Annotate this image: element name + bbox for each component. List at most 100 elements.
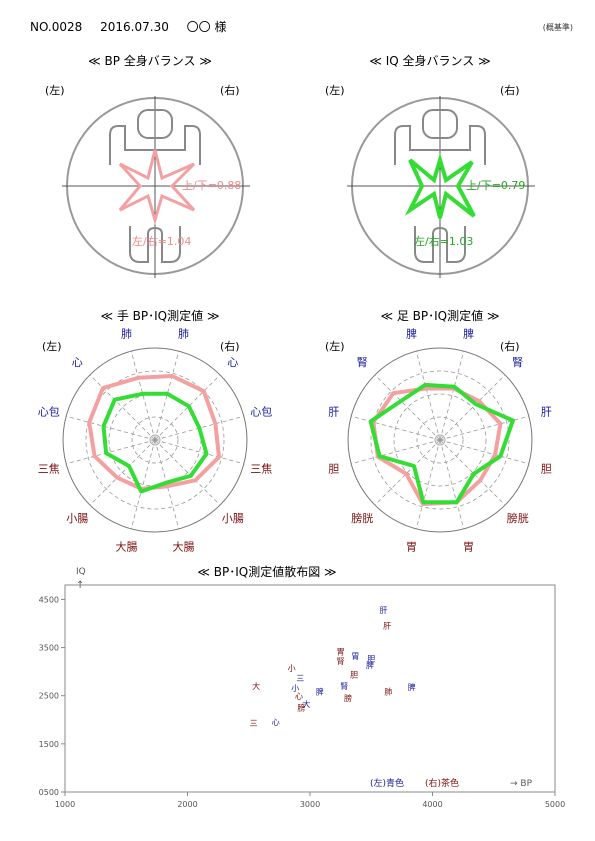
scatter-point: 肝 — [380, 606, 388, 615]
radar_hand-axis-label: 肺 — [121, 328, 132, 341]
bp-balance-star — [118, 149, 196, 226]
scatter-point: 大 — [252, 681, 260, 691]
scatter-point: 小 — [288, 664, 296, 673]
radar_hand-spoke — [154, 439, 244, 465]
scatter-title: ≪ BP･IQ測定値散布図 ≫ — [197, 564, 336, 579]
radar_foot-spoke — [415, 351, 441, 441]
y-tick-label: 1500 — [39, 740, 59, 749]
radar_hand-axis-label: 心包 — [250, 406, 272, 419]
radar_hand-outer-ring — [62, 347, 248, 533]
radar_foot-axis-label: 肝 — [541, 406, 552, 419]
scatter-point: 心 — [295, 692, 303, 701]
radar_hand-axis-label: 三焦 — [250, 462, 272, 475]
scatter-y-label: IQ — [76, 567, 86, 577]
foot-radar-left-label: (左) — [325, 340, 345, 353]
iq-balance-star — [404, 153, 476, 219]
radar_foot-ring-1 — [416, 416, 464, 464]
scatter-point: 大 — [302, 699, 310, 709]
radar_foot-axis-label: 腎 — [512, 356, 523, 369]
scatter-point: 脾 — [366, 660, 374, 670]
scatter-point: 脾 — [316, 686, 324, 696]
x-tick-label: 2000 — [177, 800, 197, 809]
iq-balance-left-label: (左) — [325, 84, 345, 97]
radar_hand-axis-label: 肺 — [178, 328, 189, 341]
radar_hand-spoke — [154, 439, 221, 506]
radar_hand-axis-label: 心包 — [38, 406, 60, 419]
iq-left-right-ratio: 左/右=1.03 — [414, 234, 473, 248]
scatter-point: 心 — [272, 718, 280, 727]
radar_hand-spoke — [130, 439, 156, 529]
hand-radar-left-label: (左) — [42, 340, 62, 353]
radar_foot-spoke — [439, 351, 465, 441]
scatter-point: 腎 — [340, 682, 348, 691]
radar_foot-spoke — [415, 439, 441, 529]
radar_hand-axis-label: 三焦 — [38, 462, 60, 475]
scatter-x-label: → BP — [510, 779, 533, 789]
radar_hand-spoke — [66, 439, 156, 465]
radar_hand-ring-1 — [131, 416, 179, 464]
radar_foot-axis-label: 胃 — [463, 540, 474, 553]
iq-balance-title: ≪ IQ 全身バランス ≫ — [369, 53, 490, 68]
x-tick-label: 5000 — [545, 800, 565, 809]
scatter-point: 腎 — [337, 657, 345, 666]
radar_foot-axis-label: 膀胱 — [351, 511, 373, 525]
radar_hand-iq-series — [101, 391, 209, 494]
iq-body-figure-icon — [394, 109, 486, 263]
radar_foot-axis-label: 胆 — [328, 462, 339, 475]
x-tick-label: 4000 — [422, 800, 442, 809]
y-tick-label: 2500 — [39, 692, 59, 701]
patient-name: 〇〇 様 — [186, 20, 227, 34]
scatter-point: 胆 — [350, 671, 358, 680]
scatter-point: 胃 — [337, 647, 345, 656]
radar_foot-ring-3 — [370, 370, 510, 510]
radar_foot-outer-ring — [347, 347, 533, 533]
radar_hand-axis-label: 大腸 — [172, 539, 194, 553]
radar_foot-ring-2 — [393, 393, 487, 487]
bp-up-down-ratio: 上/下=0.88 — [182, 179, 241, 192]
bp-left-right-ratio: 左/右=1.04 — [132, 234, 191, 248]
x-tick-label: 3000 — [300, 800, 320, 809]
foot-radar-title: ≪ 足 BP･IQ測定値 ≫ — [380, 308, 499, 323]
radar_hand-axis-label: 大腸 — [116, 539, 138, 553]
x-tick-label: 1000 — [55, 800, 75, 809]
record-number: NO.0028 — [30, 20, 83, 34]
scatter-point: 三 — [296, 674, 304, 683]
radar_foot-axis-label: 膀胱 — [507, 511, 529, 525]
radar_foot-spoke — [374, 374, 441, 441]
radar_hand-spoke — [89, 374, 156, 441]
radar_hand-spoke — [66, 415, 156, 441]
radar_hand-axis-label: 小腸 — [222, 512, 244, 525]
iq-balance-panel: ≪ IQ 全身バランス ≫ (左) (右) 上/下=0.79 左/右=1.03 — [325, 53, 535, 278]
foot-radar-right-label: (右) — [500, 339, 520, 353]
bp-balance-panel: ≪ BP 全身バランス ≫ (左) (右) 上/下=0.88 左/右=1.04 — [45, 53, 250, 278]
scatter-point: 胃 — [351, 652, 359, 661]
bp-balance-title: ≪ BP 全身バランス ≫ — [88, 53, 212, 68]
radar_foot-axis-label: 胃 — [406, 540, 417, 553]
radar_hand-axis-label: 心 — [72, 356, 83, 369]
radar_hand-ring-3 — [85, 370, 225, 510]
record-date: 2016.07.30 — [100, 20, 169, 34]
radar_foot-spoke — [351, 439, 441, 465]
radar_foot-axis-label: 脾 — [406, 327, 417, 341]
legend-left-blue: (左)青色 — [370, 777, 404, 789]
radar_foot-axis-label: 脾 — [463, 327, 474, 341]
radar_foot-axis-label: 胆 — [541, 462, 552, 475]
bp-balance-right-label: (右) — [220, 83, 240, 97]
iq-up-down-ratio: 上/下=0.79 — [466, 179, 525, 192]
scatter-point: 肺 — [384, 687, 392, 696]
scatter-point: 三 — [250, 719, 258, 728]
scatter-point: 肝 — [383, 621, 391, 630]
radar_foot-spoke — [439, 439, 465, 529]
scatter-point: 小 — [291, 684, 299, 693]
legend-right-brown: (右)茶色 — [425, 777, 459, 789]
radar_foot-iq-series — [368, 382, 515, 505]
radar_foot-spoke — [439, 439, 529, 465]
radar_hand-axis-label: 心 — [227, 356, 238, 369]
report-header: NO.0028 2016.07.30 〇〇 様 — [30, 18, 241, 35]
scatter-point: 膀 — [297, 702, 305, 712]
radar_foot-center-mark — [434, 434, 446, 446]
radar_hand-center-mark — [149, 434, 161, 446]
standard-note: (概基準) — [542, 23, 573, 32]
